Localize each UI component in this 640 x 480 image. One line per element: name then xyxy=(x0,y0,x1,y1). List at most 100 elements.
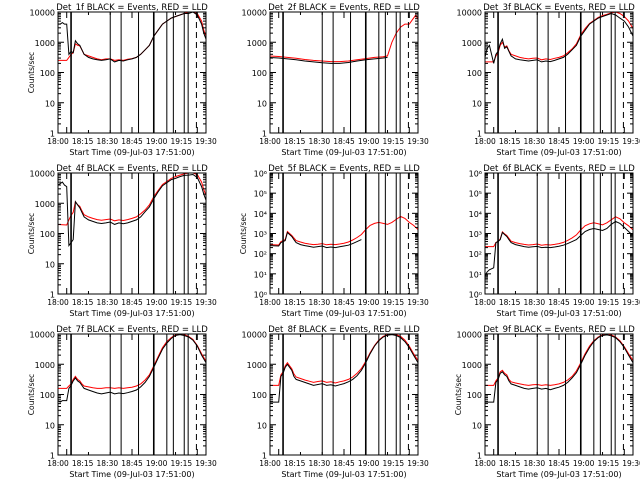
x-tick-label: 18:00 xyxy=(259,459,281,468)
y-tick-label: 10² xyxy=(254,250,267,259)
y-axis-label: Counts/sec xyxy=(27,213,36,254)
y-tick-label: 1 xyxy=(50,291,55,300)
x-tick-label: 18:45 xyxy=(121,137,143,146)
x-axis-label: Start Time (09-Jul-03 17:51:00) xyxy=(496,309,621,318)
x-tick-label: 19:30 xyxy=(622,298,640,307)
y-tick-label: 10000 xyxy=(457,9,482,18)
x-axis-label: Start Time (09-Jul-03 17:51:00) xyxy=(281,148,406,157)
x-tick-label: 18:30 xyxy=(309,298,331,307)
x-tick-label: 18:00 xyxy=(474,137,496,146)
lld-series-line xyxy=(58,12,206,61)
x-tick-label: 19:15 xyxy=(171,459,193,468)
x-axis-label: Start Time (09-Jul-03 17:51:00) xyxy=(69,148,194,157)
x-tick-label: 19:30 xyxy=(407,459,429,468)
x-tick-label: 18:00 xyxy=(47,137,69,146)
y-tick-label: 1000 xyxy=(462,39,482,48)
y-tick-label: 1000 xyxy=(462,361,482,370)
x-tick-label: 19:15 xyxy=(598,459,620,468)
lld-series-line xyxy=(485,216,633,248)
x-tick-label: 19:30 xyxy=(407,298,429,307)
x-tick-label: 18:00 xyxy=(259,137,281,146)
x-axis-label: Start Time (09-Jul-03 17:51:00) xyxy=(281,470,406,479)
detector-panel: 1 10 100 1000 10000 18:00 18:15 18:30 18:45 19:00… xyxy=(457,3,640,157)
x-tick-label: 19:15 xyxy=(598,298,620,307)
x-tick-label: 18:30 xyxy=(309,459,331,468)
x-tick-label: 19:30 xyxy=(407,137,429,146)
y-axis-label: Counts/sec xyxy=(27,374,36,415)
x-tick-label: 19:30 xyxy=(195,298,217,307)
x-tick-label: 18:45 xyxy=(548,298,570,307)
y-tick-label: 10¹ xyxy=(254,270,267,279)
y-axis-label: Counts/sec xyxy=(27,52,36,93)
lld-series-line xyxy=(270,14,418,63)
lld-series-line xyxy=(485,334,633,386)
x-tick-label: 19:15 xyxy=(383,459,405,468)
x-tick-label: 18:45 xyxy=(333,298,355,307)
plot-area xyxy=(270,334,418,455)
lld-series-line xyxy=(58,173,206,226)
events-series-line xyxy=(58,334,206,403)
y-tick-label: 1 xyxy=(50,130,55,139)
y-tick-label: 10³ xyxy=(469,230,482,239)
y-tick-label: 1 xyxy=(477,130,482,139)
events-series-line xyxy=(485,220,633,278)
panel-title: Det_9f BLACK = Events, RED = LLD xyxy=(483,325,635,335)
x-tick-label: 18:30 xyxy=(309,137,331,146)
y-tick-label: 1000 xyxy=(247,361,267,370)
x-tick-label: 18:45 xyxy=(548,459,570,468)
x-tick-label: 19:00 xyxy=(358,459,380,468)
y-tick-label: 100 xyxy=(252,391,267,400)
y-tick-label: 10 xyxy=(45,260,55,269)
x-tick-label: 19:00 xyxy=(358,298,380,307)
x-tick-label: 18:30 xyxy=(524,298,546,307)
y-tick-label: 10000 xyxy=(242,9,267,18)
y-tick-label: 10000 xyxy=(457,331,482,340)
x-tick-label: 19:15 xyxy=(383,298,405,307)
panel-title: Det_3f BLACK = Events, RED = LLD xyxy=(483,3,635,13)
x-tick-label: 18:00 xyxy=(474,459,496,468)
x-tick-label: 18:15 xyxy=(72,137,94,146)
y-tick-label: 10¹ xyxy=(469,270,482,279)
y-tick-label: 10 xyxy=(257,421,267,430)
x-tick-label: 19:00 xyxy=(573,137,595,146)
y-tick-label: 100 xyxy=(40,230,55,239)
x-tick-label: 18:45 xyxy=(121,459,143,468)
y-tick-label: 10⁴ xyxy=(254,210,267,219)
x-tick-label: 18:00 xyxy=(474,298,496,307)
y-tick-label: 1000 xyxy=(35,39,55,48)
y-tick-label: 10⁰ xyxy=(469,291,482,300)
detector-panel: 1 10 100 1000 10000 18:00 18:15 18:30 18:45 19:00… xyxy=(242,325,429,479)
x-axis-label: Start Time (09-Jul-03 17:51:00) xyxy=(69,470,194,479)
lld-series-line xyxy=(270,334,418,386)
events-series-line xyxy=(58,173,206,248)
plot-area xyxy=(58,334,206,455)
x-tick-label: 18:45 xyxy=(333,137,355,146)
y-tick-label: 10000 xyxy=(30,9,55,18)
y-tick-label: 100 xyxy=(467,391,482,400)
x-tick-label: 18:15 xyxy=(284,137,306,146)
x-tick-label: 18:15 xyxy=(72,459,94,468)
x-tick-label: 18:45 xyxy=(121,298,143,307)
y-tick-label: 1000 xyxy=(247,39,267,48)
x-axis-label: Start Time (09-Jul-03 17:51:00) xyxy=(496,470,621,479)
plot-area xyxy=(58,173,206,294)
plot-area xyxy=(485,173,633,294)
y-tick-label: 10 xyxy=(472,99,482,108)
x-tick-label: 19:15 xyxy=(383,137,405,146)
plot-area xyxy=(270,12,418,133)
panel-title: Det_7f BLACK = Events, RED = LLD xyxy=(56,325,208,335)
detector-panel: 10⁰ 10¹ 10² 10³ 10⁴ 10⁵ 10⁶ 18:00 18:15 18:30 18:4… xyxy=(239,164,429,318)
y-tick-label: 10000 xyxy=(242,331,267,340)
plot-area xyxy=(58,12,206,133)
y-tick-label: 1 xyxy=(262,452,267,461)
y-tick-label: 10⁵ xyxy=(254,190,267,199)
x-tick-label: 18:15 xyxy=(284,459,306,468)
x-tick-label: 18:30 xyxy=(97,298,119,307)
x-tick-label: 19:30 xyxy=(195,137,217,146)
x-tick-label: 18:15 xyxy=(499,137,521,146)
x-tick-label: 19:15 xyxy=(171,298,193,307)
x-tick-label: 19:00 xyxy=(146,298,168,307)
events-series-line xyxy=(270,334,418,403)
x-tick-label: 18:45 xyxy=(548,137,570,146)
